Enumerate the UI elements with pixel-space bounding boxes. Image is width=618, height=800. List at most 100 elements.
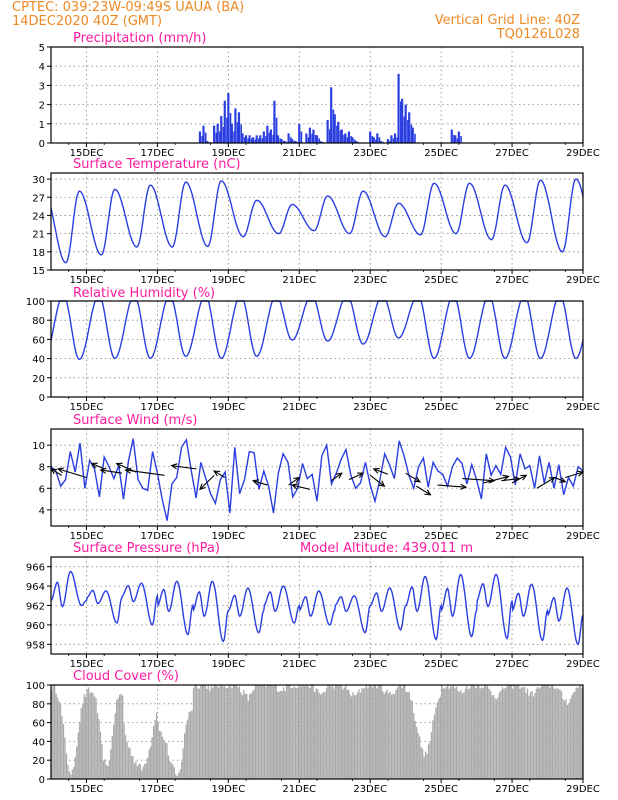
cloud-bar <box>495 699 498 779</box>
cloud-bar <box>67 764 69 779</box>
cloud-bar <box>152 726 155 779</box>
grid-line-header: Vertical Grid Line: 40Z <box>435 13 580 28</box>
cloud-bar <box>95 698 97 779</box>
cloud-bar <box>330 686 332 779</box>
cloud-bar <box>482 688 484 779</box>
cloud-bar <box>160 731 162 779</box>
cloud-bar <box>144 764 146 779</box>
rh-xtick-label: 27DEC <box>495 402 529 413</box>
cloud-bar <box>209 690 211 779</box>
precip-bar <box>219 131 221 143</box>
wind-xtick-label: 15DEC <box>70 531 104 542</box>
cloud-bar <box>55 693 57 779</box>
precip-bar <box>244 135 248 143</box>
cloud-xtick-label: 21DEC <box>282 784 316 795</box>
cloud-bar <box>283 687 285 779</box>
temp-ytick-label: 15 <box>32 266 45 277</box>
cloud-bar <box>280 690 282 779</box>
cloud-bar <box>142 766 144 779</box>
cloud-bar <box>272 685 274 779</box>
cloud-bar <box>251 691 254 779</box>
cloud-bar <box>246 693 248 779</box>
cloud-bar <box>113 724 115 779</box>
wind-arrow-head <box>520 474 528 481</box>
cloud-bar <box>479 688 481 779</box>
cloud-bar <box>336 685 338 779</box>
cloud-bar <box>135 761 137 779</box>
cloud-bar <box>353 695 356 779</box>
cloud-bar <box>297 686 300 779</box>
cloud-bar <box>421 748 424 779</box>
cloud-bar <box>244 693 246 779</box>
cloud-bar <box>407 692 409 779</box>
precip-bar <box>215 132 218 143</box>
cloud-bar <box>349 694 351 779</box>
cloud-bar <box>528 695 530 779</box>
cloud-bar <box>571 695 573 779</box>
cloud-bar <box>433 714 436 779</box>
pressure-ytick-label: 960 <box>26 621 45 632</box>
cloud-bar <box>441 685 443 779</box>
cloud-xtick-label: 19DEC <box>211 784 245 795</box>
precip-xtick-label: 29DEC <box>566 148 600 159</box>
precip-bar <box>261 138 264 143</box>
cloud-bar <box>383 693 385 779</box>
cloud-bar <box>217 687 220 779</box>
cloud-bar <box>393 694 396 779</box>
cloud-bar <box>225 688 227 779</box>
cloud-bar <box>460 689 462 779</box>
cloud-bar <box>216 686 218 779</box>
cloud-bar <box>296 687 298 779</box>
cloud-ytick-label: 60 <box>32 719 45 730</box>
precip-bar <box>305 133 308 143</box>
cloud-bar <box>463 692 465 779</box>
cloud-bar <box>223 685 226 779</box>
precip-bar <box>344 133 347 143</box>
precip-bar <box>390 135 393 143</box>
precip-bar <box>453 134 455 143</box>
rh-xtick-label: 25DEC <box>424 402 458 413</box>
precip-bar <box>393 133 397 143</box>
cloud-bar <box>414 720 416 779</box>
precip-xtick-label: 23DEC <box>353 148 387 159</box>
cloud-bar <box>263 685 266 779</box>
precip-bar <box>347 131 351 143</box>
cloud-bar <box>169 760 171 779</box>
cloud-bar <box>139 763 141 779</box>
precip-bar <box>291 139 294 143</box>
temp-frame <box>50 172 584 271</box>
wind-arrow <box>50 468 62 476</box>
pressure-xtick-label: 25DEC <box>424 659 458 670</box>
cloud-bar <box>104 759 106 779</box>
cloud-bar <box>235 685 238 779</box>
cloud-bar <box>98 718 100 779</box>
precip-bar <box>269 129 272 143</box>
cloud-bar <box>432 720 434 779</box>
cloud-bar <box>52 685 54 779</box>
wind-arrow-head <box>335 472 343 479</box>
cloud-bar <box>220 685 223 779</box>
rh-title: Relative Humidity (%) <box>73 286 215 301</box>
precip-bar <box>283 141 287 143</box>
cloud-bar <box>481 687 483 779</box>
precip-bar <box>280 139 283 143</box>
cloud-bar <box>454 688 456 779</box>
cloud-bar <box>99 731 102 779</box>
wind-arrow <box>253 480 268 486</box>
cloud-bar <box>541 685 543 779</box>
wind-arrow <box>348 472 364 481</box>
cloud-bar <box>492 695 495 779</box>
cloud-bar <box>379 685 381 779</box>
cloud-bar <box>577 687 579 779</box>
cloud-bar <box>121 695 124 779</box>
cloud-bar <box>322 691 325 779</box>
cloud-bar <box>373 685 375 779</box>
wind-arrow <box>565 471 584 479</box>
temp-xtick-label: 25DEC <box>424 275 458 286</box>
cloud-bar <box>87 687 90 779</box>
wind-xtick-label: 17DEC <box>141 531 175 542</box>
cloud-bar <box>392 693 394 779</box>
cloud-bar <box>429 742 431 779</box>
pressure-xtick-label: 19DEC <box>211 659 245 670</box>
cloud-bar <box>179 769 181 779</box>
